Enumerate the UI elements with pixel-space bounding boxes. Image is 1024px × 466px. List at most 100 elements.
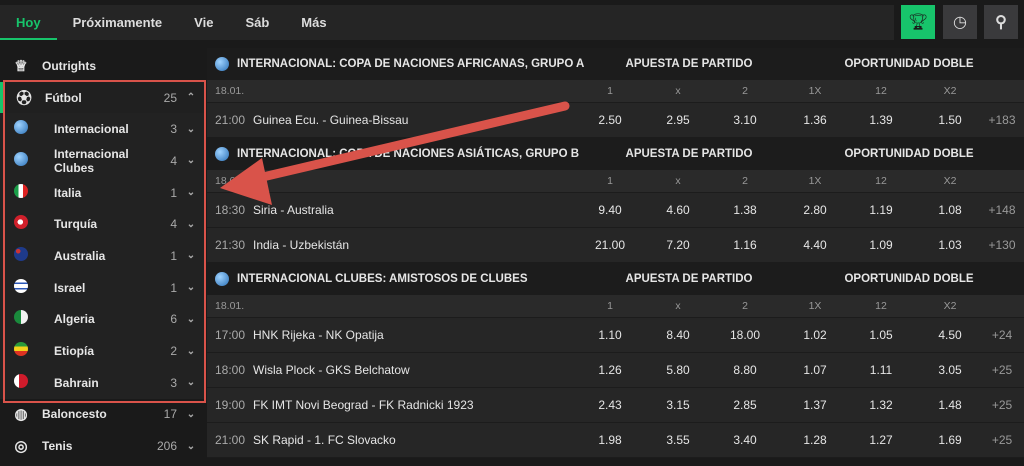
match-teams[interactable]: HNK Rijeka - NK Opatija — [253, 328, 384, 342]
match-row[interactable]: 21:00 Guinea Ecu. - Guinea-Bissau 2.50 2.95… — [207, 103, 1024, 138]
chevron-down-icon[interactable]: ⌄ — [186, 218, 196, 230]
tab-mas[interactable]: Más⌄ — [285, 5, 350, 65]
odds-button[interactable]: 2.85 — [733, 398, 757, 412]
tab-hoy[interactable]: Hoy — [0, 5, 57, 40]
odds-button[interactable]: 1.08 — [938, 203, 962, 217]
sidebar-item-country[interactable]: Algeria 6 ⌄ — [0, 303, 205, 336]
odds-button[interactable]: 9.40 — [598, 203, 622, 217]
match-row[interactable]: 21:00 SK Rapid - 1. FC Slovacko 1.98 3.55 3.… — [207, 423, 1024, 458]
match-row[interactable]: 19:00 FK IMT Novi Beograd - FK Radnicki 1… — [207, 388, 1024, 423]
odds-button[interactable]: 1.16 — [733, 238, 757, 252]
match-teams[interactable]: India - Uzbekistán — [253, 238, 350, 252]
odds-button[interactable]: 7.20 — [666, 238, 690, 252]
sidebar-item-outrights[interactable]: ♕ Outrights — [0, 50, 205, 82]
tab-proximamente[interactable]: Próximamente — [72, 15, 163, 30]
odds-button[interactable]: 2.43 — [598, 398, 622, 412]
tab-vie[interactable]: Vie — [194, 15, 214, 30]
match-teams[interactable]: Guinea Ecu. - Guinea-Bissau — [253, 113, 409, 127]
sidebar-item-country[interactable]: Australia 1 ⌄ — [0, 240, 205, 272]
chevron-down-icon[interactable]: ⌄ — [186, 123, 196, 135]
odds-button[interactable]: 3.05 — [938, 363, 962, 377]
search-button[interactable]: ⚲ — [984, 5, 1018, 39]
more-markets-link[interactable]: +25 — [991, 363, 1013, 377]
odds-button[interactable]: 1.07 — [803, 363, 827, 377]
odds-button[interactable]: 1.36 — [803, 113, 827, 127]
match-row[interactable]: 21:30 India - Uzbekistán 21.00 7.20 1.16 4.40… — [207, 228, 1024, 263]
odds-button[interactable]: 4.40 — [803, 238, 827, 252]
odds-button[interactable]: 18.00 — [729, 328, 761, 342]
chevron-down-icon[interactable]: ⌄ — [186, 408, 196, 420]
odds-button[interactable]: 1.98 — [598, 433, 622, 447]
odds-button[interactable]: 2.95 — [666, 113, 690, 127]
match-teams[interactable]: SK Rapid - 1. FC Slovacko — [253, 433, 396, 447]
odds-button[interactable]: 3.40 — [733, 433, 757, 447]
odds-button[interactable]: 1.69 — [938, 433, 962, 447]
odds-button[interactable]: 8.40 — [666, 328, 690, 342]
odds-button[interactable]: 1.39 — [869, 113, 893, 127]
tab-sab[interactable]: Sáb — [245, 15, 270, 30]
odds-button[interactable]: 1.03 — [938, 238, 962, 252]
odds-button[interactable]: 1.32 — [869, 398, 893, 412]
chevron-up-icon[interactable]: ⌃ — [186, 92, 196, 104]
odds-button[interactable]: 1.11 — [869, 363, 893, 377]
sidebar-item-tenis[interactable]: ◎ Tenis 206 ⌄ — [0, 430, 205, 462]
sidebar-item-country[interactable]: Bahrain 3 ⌄ — [0, 366, 205, 399]
clock-button[interactable]: ◷ — [943, 5, 977, 39]
odds-button[interactable]: 1.50 — [938, 113, 962, 127]
chevron-down-icon[interactable]: ⌄ — [186, 313, 196, 325]
match-time: 21:00 — [215, 113, 246, 127]
match-row[interactable]: 17:00 HNK Rijeka - NK Opatija 1.10 8.40 18.0… — [207, 318, 1024, 353]
chevron-down-icon[interactable]: ⌄ — [186, 440, 196, 452]
odds-button[interactable]: 2.50 — [598, 113, 622, 127]
odds-button[interactable]: 1.28 — [803, 433, 827, 447]
match-teams[interactable]: FK IMT Novi Beograd - FK Radnicki 1923 — [253, 398, 474, 412]
odds-button[interactable]: 5.80 — [666, 363, 690, 377]
odds-button[interactable]: 1.19 — [869, 203, 893, 217]
trophy-button[interactable]: 🏆︎ — [901, 5, 935, 39]
sidebar-item-country[interactable]: Etiopía 2 ⌄ — [0, 335, 205, 367]
odds-button[interactable]: 1.10 — [598, 328, 622, 342]
sidebar-item-futbol[interactable]: ⚽︎ Fútbol 25 ⌃ — [0, 81, 205, 114]
odds-button[interactable]: 3.10 — [733, 113, 757, 127]
match-teams[interactable]: Siria - Australia — [253, 203, 334, 217]
odds-button[interactable]: 8.80 — [733, 363, 757, 377]
chevron-down-icon[interactable]: ⌄ — [186, 250, 196, 262]
odds-button[interactable]: 1.02 — [803, 328, 827, 342]
odds-button[interactable]: 3.15 — [666, 398, 690, 412]
odds-button[interactable]: 4.50 — [938, 328, 962, 342]
odds-button[interactable]: 21.00 — [594, 238, 626, 252]
sidebar-item-country[interactable]: Turquía 4 ⌄ — [0, 208, 205, 241]
odds-button[interactable]: 1.38 — [733, 203, 757, 217]
odds-button[interactable]: 2.80 — [803, 203, 827, 217]
odds-button[interactable]: 1.05 — [869, 328, 893, 342]
odds-column-header: 1X — [808, 175, 822, 187]
sidebar-item-country[interactable]: Internacional Clubes 4 ⌄ — [0, 145, 205, 177]
odds-button[interactable]: 1.26 — [598, 363, 622, 377]
match-row[interactable]: 18:00 Wisla Plock - GKS Belchatow 1.26 5.80… — [207, 353, 1024, 388]
more-markets-link[interactable]: +25 — [991, 433, 1013, 447]
odds-button[interactable]: 3.55 — [666, 433, 690, 447]
sidebar-item-label: Bahrain — [54, 375, 99, 390]
more-markets-link[interactable]: +183 — [988, 113, 1016, 127]
more-markets-link[interactable]: +24 — [991, 328, 1013, 342]
odds-button[interactable]: 4.60 — [666, 203, 690, 217]
sidebar-item-country[interactable]: Italia 1 ⌄ — [0, 176, 205, 209]
match-row[interactable]: 18:30 Siria - Australia 9.40 4.60 1.38 2.80 1.… — [207, 193, 1024, 228]
chevron-down-icon[interactable]: ⌄ — [186, 155, 196, 167]
sidebar-item-baloncesto[interactable]: ◍ Baloncesto 17 ⌄ — [0, 399, 205, 431]
more-markets-link[interactable]: +148 — [988, 203, 1016, 217]
match-teams[interactable]: Wisla Plock - GKS Belchatow — [253, 363, 410, 377]
chevron-down-icon[interactable]: ⌄ — [186, 345, 196, 357]
chevron-down-icon[interactable]: ⌄ — [186, 282, 196, 294]
more-markets-link[interactable]: +25 — [991, 398, 1013, 412]
more-markets-link[interactable]: +130 — [988, 238, 1016, 252]
odds-button[interactable]: 1.09 — [869, 238, 893, 252]
match-time: 21:00 — [215, 433, 246, 447]
odds-button[interactable]: 1.37 — [803, 398, 827, 412]
sidebar-item-country[interactable]: Internacional 3 ⌄ — [0, 113, 205, 146]
chevron-down-icon[interactable]: ⌄ — [186, 187, 196, 199]
chevron-down-icon[interactable]: ⌄ — [186, 377, 196, 389]
odds-button[interactable]: 1.48 — [938, 398, 962, 412]
sidebar-item-country[interactable]: Israel 1 ⌄ — [0, 271, 205, 304]
odds-button[interactable]: 1.27 — [869, 433, 893, 447]
